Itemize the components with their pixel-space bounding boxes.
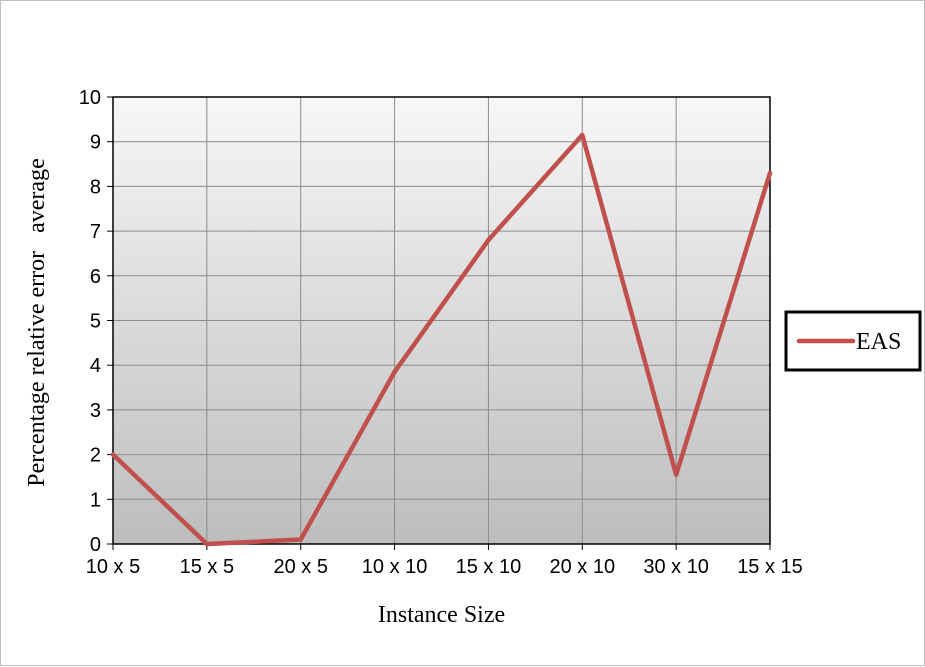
data-point — [767, 170, 773, 176]
data-point — [204, 541, 210, 547]
x-tick-label: 10 x 5 — [86, 556, 140, 578]
data-point — [298, 537, 303, 542]
y-axis-title: Percentage relative error average — [24, 158, 50, 486]
x-tick-label: 20 x 5 — [273, 556, 327, 578]
series-group — [110, 132, 773, 547]
x-tick-label: 30 x 10 — [643, 556, 709, 578]
y-tick-label: 6 — [90, 266, 101, 288]
x-tick-label: 20 x 10 — [549, 556, 615, 578]
x-tick-label: 15 x 10 — [456, 556, 522, 578]
x-tick-label: 15 x 5 — [180, 556, 234, 578]
data-point — [392, 369, 397, 375]
y-tick-label: 10 — [79, 87, 101, 109]
y-tick-label: 2 — [90, 445, 101, 467]
y-axis-ticks: 0 1 2 3 4 5 6 7 8 9 10 — [79, 87, 113, 556]
y-tick-label: 0 — [90, 534, 101, 556]
x-tick-label: 10 x 10 — [362, 556, 428, 578]
data-point — [580, 132, 585, 138]
y-tick-label: 5 — [90, 311, 101, 333]
x-tick-label: 15 x 15 — [737, 556, 803, 578]
y-tick-label: 9 — [90, 132, 101, 154]
y-tick-label: 7 — [90, 221, 101, 243]
legend: EAS — [784, 310, 922, 372]
data-point — [110, 452, 116, 457]
y-tick-label: 8 — [90, 176, 101, 198]
y-tick-label: 4 — [90, 355, 101, 377]
y-tick-label: 3 — [90, 400, 101, 422]
legend-label-eas: EAS — [856, 329, 901, 355]
x-axis-title: Instance Size — [378, 602, 505, 628]
x-axis-ticks: 10 x 5 15 x 5 20 x 5 10 x 10 15 x 10 20 x 10 3… — [86, 544, 803, 578]
data-point — [673, 472, 679, 477]
y-tick-label: 1 — [90, 489, 101, 511]
series-line-eas — [110, 132, 773, 547]
data-point — [486, 237, 491, 243]
